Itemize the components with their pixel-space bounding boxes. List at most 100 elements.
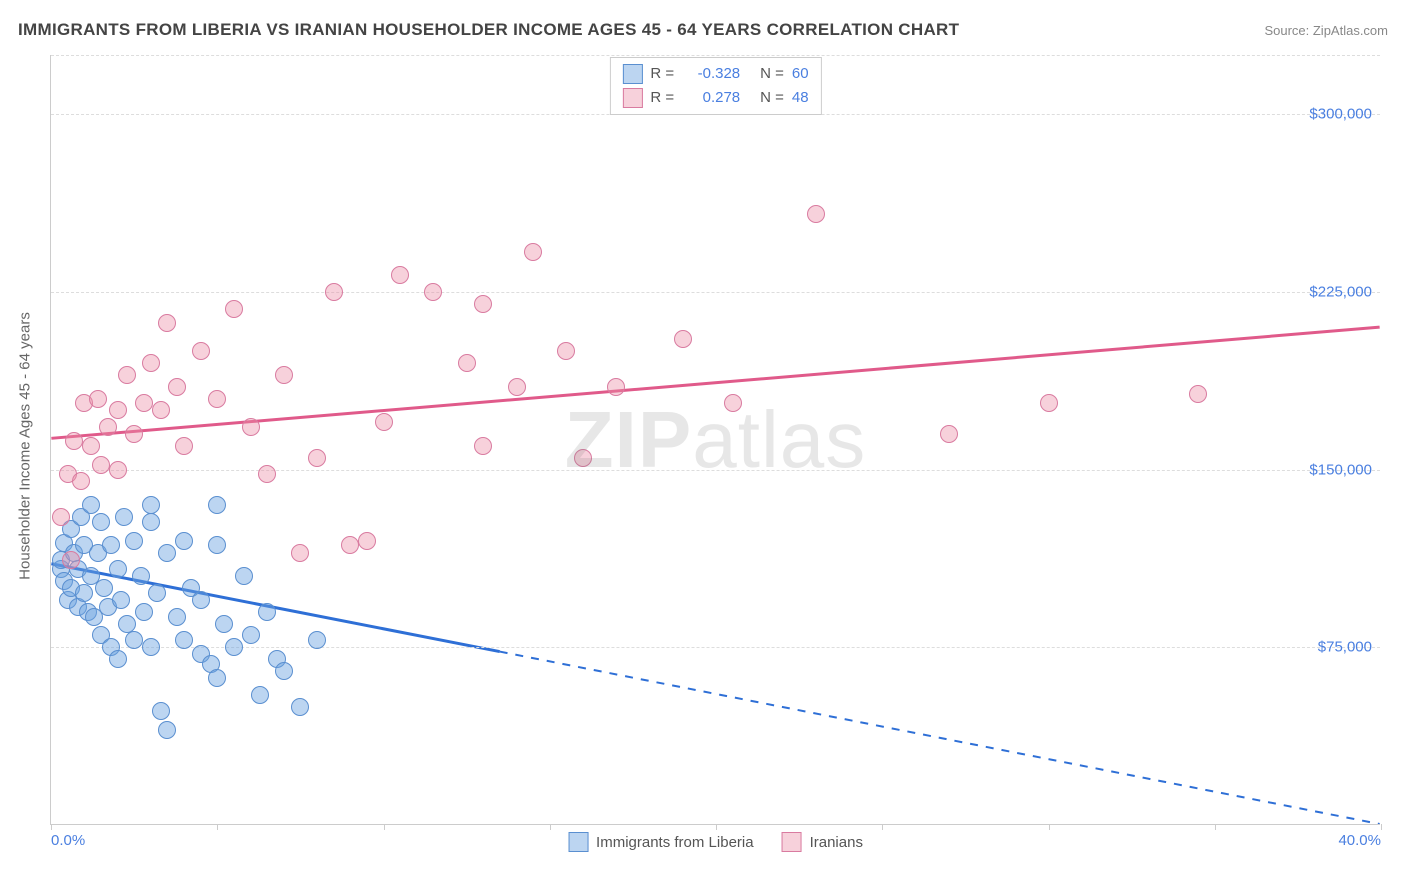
scatter-point	[508, 378, 526, 396]
legend-swatch	[568, 832, 588, 852]
legend-correlation-row: R = 0.278N = 48	[622, 86, 808, 110]
scatter-point	[391, 266, 409, 284]
legend-n-value: 60	[792, 62, 809, 86]
watermark: ZIPatlas	[565, 394, 866, 486]
legend-series-label: Iranians	[810, 834, 863, 851]
legend-r-value: -0.328	[682, 62, 740, 86]
scatter-point	[235, 567, 253, 585]
scatter-point	[72, 472, 90, 490]
legend-swatch	[622, 88, 642, 108]
scatter-point	[99, 418, 117, 436]
scatter-point	[225, 300, 243, 318]
y-tick-label: $75,000	[1318, 639, 1372, 656]
scatter-point	[65, 432, 83, 450]
legend-n-label: N =	[760, 86, 784, 110]
scatter-point	[208, 496, 226, 514]
scatter-point	[258, 465, 276, 483]
scatter-point	[152, 702, 170, 720]
scatter-point	[208, 390, 226, 408]
scatter-point	[112, 591, 130, 609]
scatter-point	[142, 496, 160, 514]
legend-swatch	[622, 64, 642, 84]
scatter-point	[192, 591, 210, 609]
scatter-point	[424, 283, 442, 301]
scatter-point	[125, 631, 143, 649]
legend-series-item: Iranians	[782, 832, 863, 852]
scatter-point	[115, 508, 133, 526]
legend-r-value: 0.278	[682, 86, 740, 110]
grid-line	[51, 647, 1380, 648]
source-name: ZipAtlas.com	[1313, 23, 1388, 38]
scatter-point	[474, 437, 492, 455]
trend-lines-svg	[51, 55, 1380, 824]
scatter-point	[358, 532, 376, 550]
scatter-point	[82, 496, 100, 514]
chart-source: Source: ZipAtlas.com	[1264, 23, 1388, 38]
scatter-point	[308, 631, 326, 649]
legend-correlation-row: R = -0.328N = 60	[622, 62, 808, 86]
x-tick-mark	[384, 824, 385, 830]
scatter-point	[125, 425, 143, 443]
scatter-point	[89, 390, 107, 408]
scatter-point	[132, 567, 150, 585]
scatter-point	[109, 401, 127, 419]
scatter-point	[168, 378, 186, 396]
scatter-point	[175, 437, 193, 455]
x-tick-mark	[1381, 824, 1382, 830]
scatter-point	[82, 437, 100, 455]
scatter-point	[458, 354, 476, 372]
scatter-point	[242, 418, 260, 436]
scatter-point	[142, 638, 160, 656]
scatter-point	[375, 413, 393, 431]
y-tick-label: $150,000	[1309, 461, 1372, 478]
scatter-point	[158, 314, 176, 332]
x-tick-mark	[882, 824, 883, 830]
scatter-point	[275, 366, 293, 384]
scatter-point	[95, 579, 113, 597]
x-tick-mark	[1215, 824, 1216, 830]
chart-header: IMMIGRANTS FROM LIBERIA VS IRANIAN HOUSE…	[18, 20, 1388, 40]
scatter-point	[325, 283, 343, 301]
scatter-point	[524, 243, 542, 261]
scatter-point	[242, 626, 260, 644]
scatter-point	[142, 513, 160, 531]
scatter-point	[192, 342, 210, 360]
scatter-point	[607, 378, 625, 396]
scatter-point	[92, 513, 110, 531]
y-tick-label: $225,000	[1309, 283, 1372, 300]
legend-r-label: R =	[650, 86, 674, 110]
scatter-point	[341, 536, 359, 554]
grid-line	[51, 55, 1380, 56]
scatter-point	[158, 544, 176, 562]
y-axis-label: Householder Income Ages 45 - 64 years	[17, 312, 34, 580]
scatter-point	[109, 560, 127, 578]
scatter-point	[125, 532, 143, 550]
scatter-point	[208, 536, 226, 554]
grid-line	[51, 470, 1380, 471]
scatter-point	[474, 295, 492, 313]
scatter-point	[291, 698, 309, 716]
scatter-point	[724, 394, 742, 412]
scatter-point	[168, 608, 186, 626]
scatter-point	[557, 342, 575, 360]
scatter-point	[175, 532, 193, 550]
scatter-point	[102, 536, 120, 554]
trend-line-dashed	[500, 652, 1380, 824]
legend-swatch	[782, 832, 802, 852]
scatter-point	[258, 603, 276, 621]
x-tick-mark	[217, 824, 218, 830]
scatter-point	[1040, 394, 1058, 412]
legend-series-label: Immigrants from Liberia	[596, 834, 754, 851]
y-tick-label: $300,000	[1309, 106, 1372, 123]
scatter-point	[148, 584, 166, 602]
scatter-point	[251, 686, 269, 704]
scatter-point	[1189, 385, 1207, 403]
chart-title: IMMIGRANTS FROM LIBERIA VS IRANIAN HOUSE…	[18, 20, 959, 40]
x-tick-mark	[51, 824, 52, 830]
scatter-point	[135, 394, 153, 412]
scatter-point	[158, 721, 176, 739]
scatter-point	[175, 631, 193, 649]
x-tick-mark	[550, 824, 551, 830]
grid-line	[51, 292, 1380, 293]
scatter-point	[275, 662, 293, 680]
